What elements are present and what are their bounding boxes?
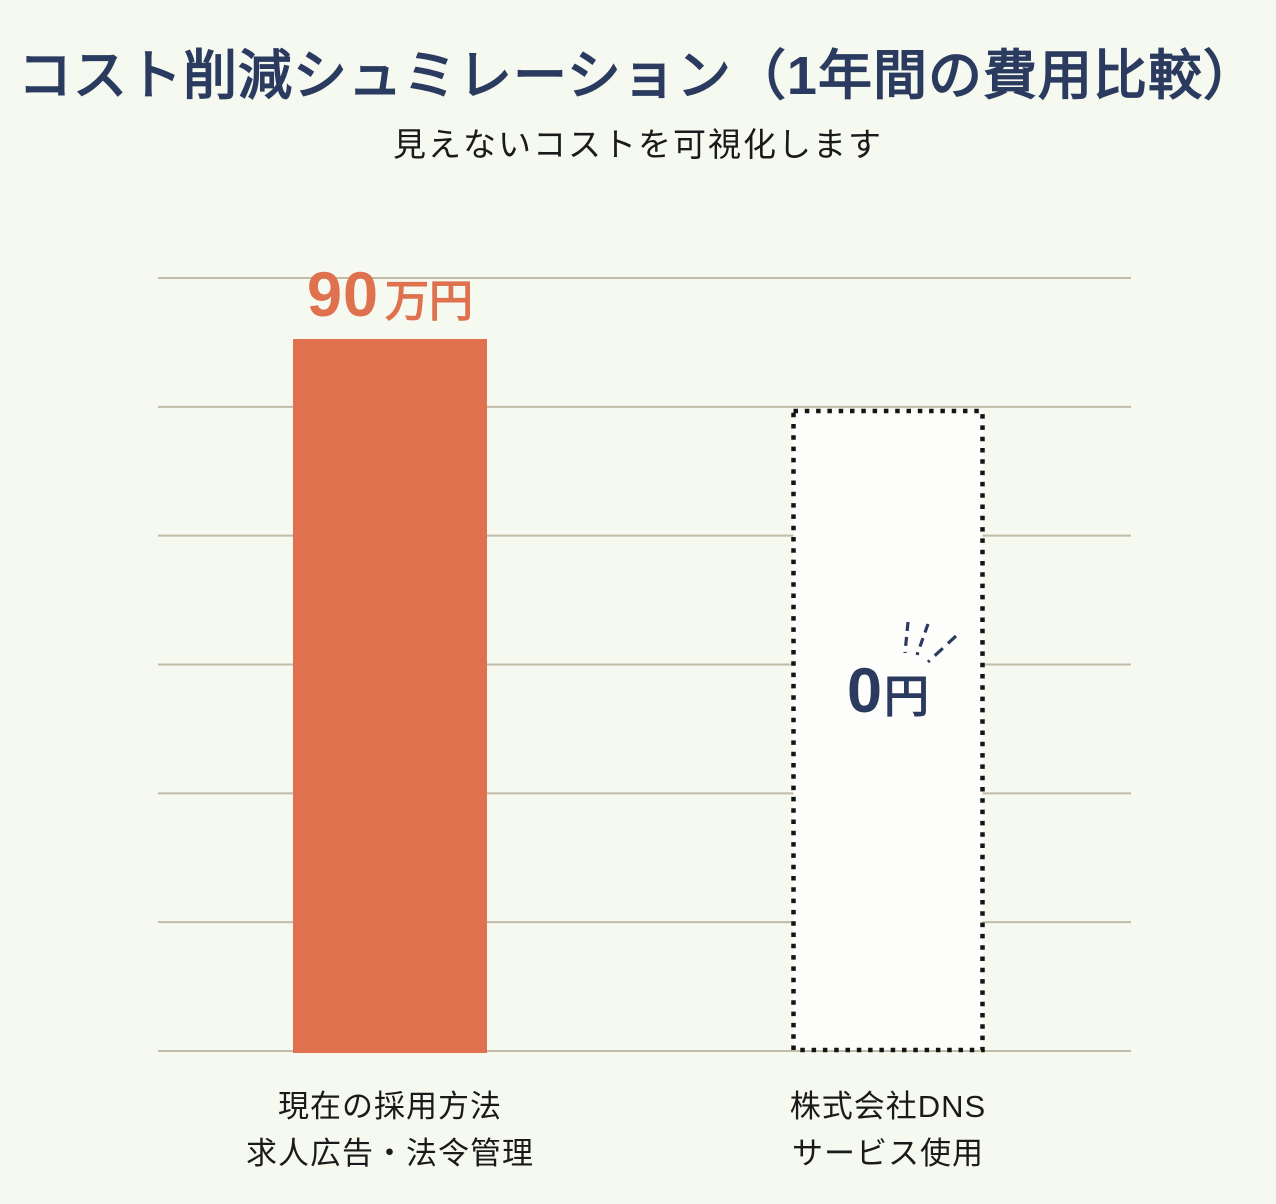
- value-number: 90: [306, 260, 380, 330]
- bar-dns-service: [791, 408, 985, 1053]
- category-line-2: サービス使用: [792, 1136, 984, 1171]
- page-title: コスト削減シュミレーション（1年間の費用比較）: [18, 46, 1258, 106]
- category-line-2: 求人広告・法令管理: [246, 1136, 534, 1171]
- category-line-1: 株式会社DNS: [789, 1089, 987, 1124]
- category-label-dns-service: 株式会社DNS サービス使用: [688, 1083, 1088, 1177]
- page-subtitle: 見えないコストを可視化します: [393, 125, 883, 163]
- chart-plot-area: 90 万円現在の採用方法 求人広告・法令管理 0円株式会社DNS サービス使用: [158, 260, 1131, 1171]
- chart-header: コスト削減シュミレーション（1年間の費用比較） 見えないコストを可視化します: [0, 44, 1276, 164]
- value-label-dns-service: 0円: [738, 621, 1038, 750]
- value-unit: 万円: [385, 277, 474, 326]
- value-number: 0: [846, 656, 883, 726]
- category-line-1: 現在の採用方法: [278, 1089, 502, 1124]
- value-unit: 円: [884, 671, 930, 722]
- chart-canvas: [158, 277, 1131, 1053]
- bar-current-method: [293, 339, 487, 1053]
- value-label-current-method: 90 万円: [240, 259, 540, 331]
- category-label-current-method: 現在の採用方法 求人広告・法令管理: [190, 1083, 590, 1177]
